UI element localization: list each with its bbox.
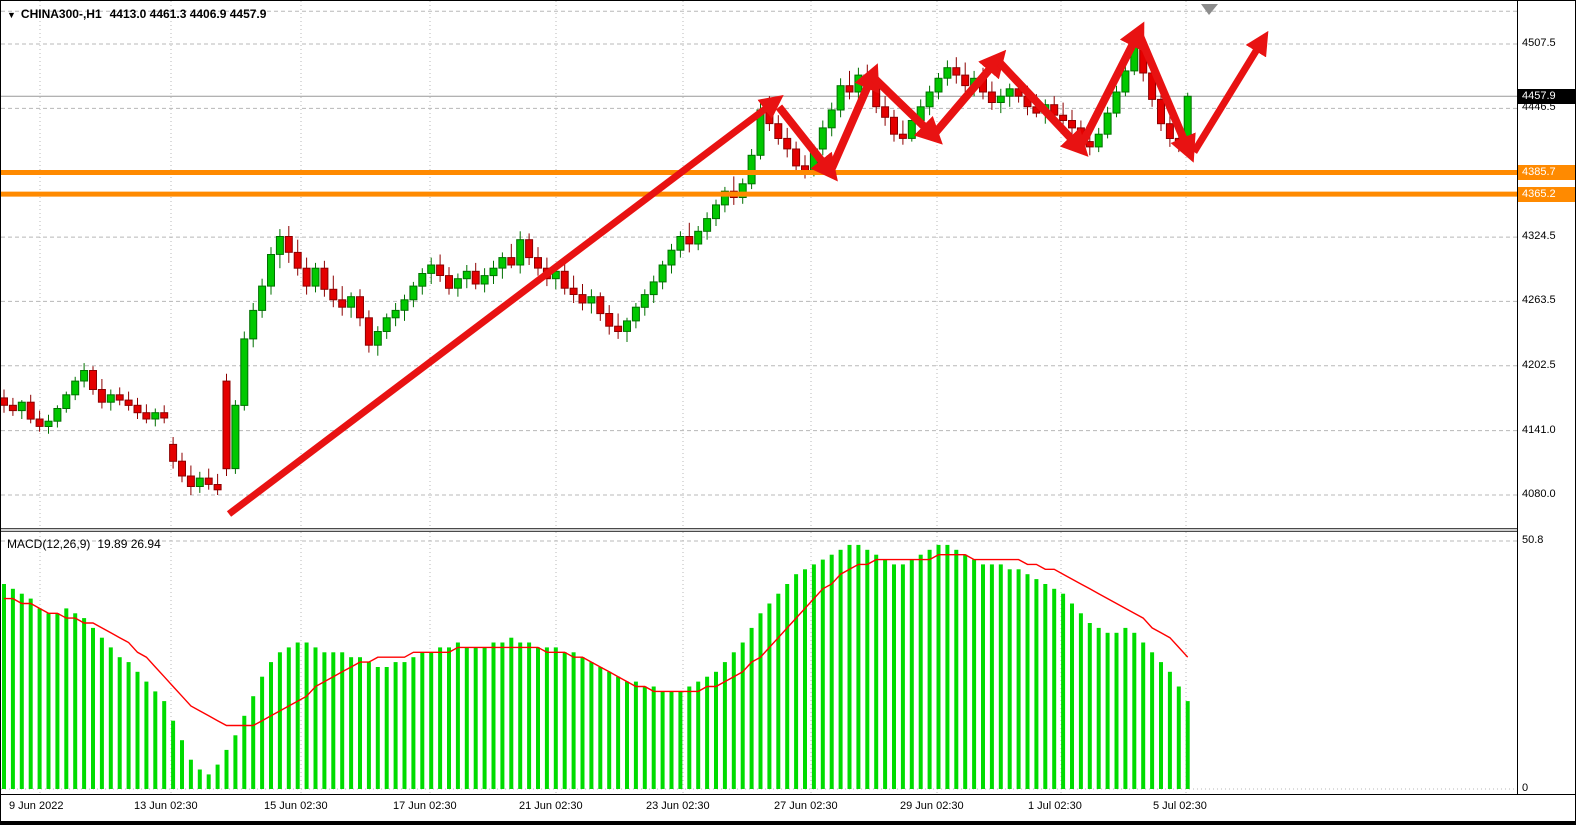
trend-arrow[interactable] xyxy=(1078,21,1145,146)
price-label-level: 4385.7 xyxy=(1518,165,1575,180)
trend-arrows[interactable] xyxy=(226,21,1269,517)
main-grid xyxy=(1,1,1519,528)
trend-arrow[interactable] xyxy=(226,94,784,517)
macd-indicator-panel[interactable] xyxy=(1,532,1519,794)
trend-arrow[interactable] xyxy=(828,63,880,170)
time-label: 23 Jun 02:30 xyxy=(646,800,710,812)
price-label-normal: 4263.5 xyxy=(1522,294,1556,306)
candles xyxy=(1,39,1192,495)
trend-arrow[interactable] xyxy=(997,60,1089,157)
time-label: 5 Jul 02:30 xyxy=(1153,800,1207,812)
macd-signal-line xyxy=(4,554,1189,727)
chart-title: ▼ CHINA300-,H1 4413.0 4461.3 4406.9 4457.9 xyxy=(7,7,266,21)
time-label: 29 Jun 02:30 xyxy=(900,800,964,812)
bar-ohlc-values: 4413.0 4461.3 4406.9 4457.9 xyxy=(109,7,267,21)
macd-axis-label: 0 xyxy=(1522,782,1529,794)
price-label-normal: 4507.5 xyxy=(1522,37,1556,49)
time-label: 27 Jun 02:30 xyxy=(774,800,838,812)
price-label-current: 4457.9 xyxy=(1518,89,1575,104)
time-label: 21 Jun 02:30 xyxy=(519,800,583,812)
time-label: 9 Jun 2022 xyxy=(9,800,64,812)
price-axis[interactable]: 4507.5 4457.9 4446.5 4385.7 4365.2 4324.5 4263… xyxy=(1517,1,1575,794)
price-label-normal: 4202.5 xyxy=(1522,359,1556,371)
main-chart-panel[interactable] xyxy=(1,1,1519,528)
symbol-period-label: CHINA300-,H1 xyxy=(20,7,102,21)
price-label-normal: 4324.5 xyxy=(1522,230,1556,242)
trend-arrow[interactable] xyxy=(1136,34,1196,163)
macd-label: MACD(12,26,9) 19.89 26.94 xyxy=(7,537,161,551)
symbol-dropdown-icon[interactable]: ▼ xyxy=(7,10,16,20)
price-label-normal: 4080.0 xyxy=(1522,488,1556,500)
macd-indicator-name: MACD(12,26,9) xyxy=(7,537,91,551)
panel-separator[interactable] xyxy=(1,528,1575,532)
time-label: 13 Jun 02:30 xyxy=(134,800,198,812)
macd-indicator-values: 19.89 26.94 xyxy=(97,537,161,551)
trend-arrow[interactable] xyxy=(932,49,1007,135)
price-label-normal: 4446.5 xyxy=(1522,101,1556,113)
macd-axis-label: 50.8 xyxy=(1522,534,1544,546)
main-chart-canvas[interactable] xyxy=(1,1,1519,528)
time-label: 1 Jul 02:30 xyxy=(1028,800,1082,812)
time-axis[interactable]: 9 Jun 2022 13 Jun 02:30 15 Jun 02:30 17 Jun… xyxy=(1,794,1575,821)
time-label: 17 Jun 02:30 xyxy=(393,800,457,812)
price-label-level: 4365.2 xyxy=(1518,187,1575,202)
object-anchor-icon[interactable] xyxy=(1201,4,1218,15)
price-label-normal: 4141.0 xyxy=(1522,424,1556,436)
macd-histogram xyxy=(2,544,1190,789)
time-label: 15 Jun 02:30 xyxy=(264,800,328,812)
trend-arrow[interactable] xyxy=(775,104,838,182)
window-bottom-border xyxy=(1,821,1575,824)
macd-canvas[interactable] xyxy=(1,532,1519,794)
trend-arrow[interactable] xyxy=(1191,30,1269,154)
trend-arrow[interactable] xyxy=(871,75,943,145)
